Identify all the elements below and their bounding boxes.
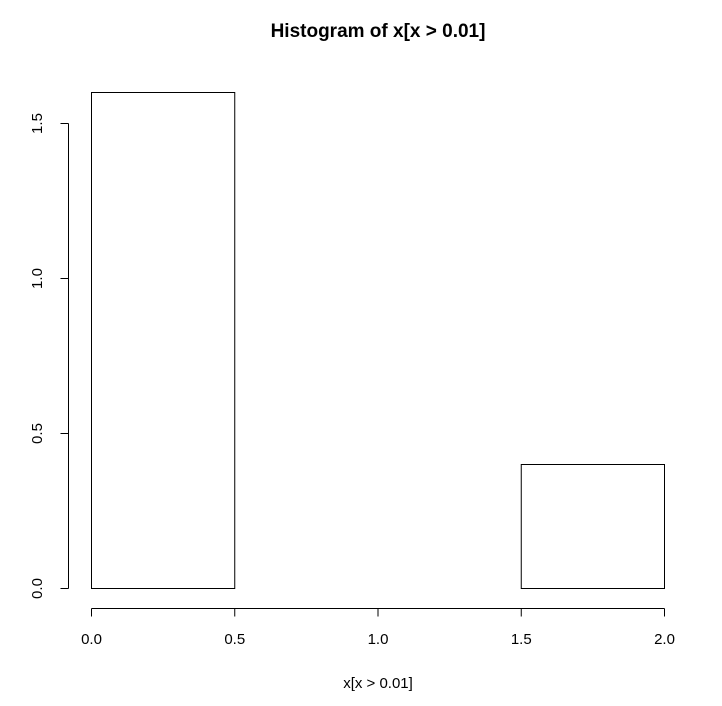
- x-tick-label-4: 2.0: [654, 631, 675, 648]
- histogram-bar-0: [91, 92, 236, 589]
- x-ticks: 0.0 0.5 1.0 1.5 2.0: [81, 608, 675, 648]
- y-ticks: 0.0 0.5 1.0 1.5: [29, 113, 69, 599]
- y-tick-label-3: 1.5: [29, 113, 46, 134]
- x-tick-label-3: 1.5: [511, 631, 532, 648]
- y-tick-label-1: 0.5: [29, 423, 46, 444]
- x-axis-label: x[x > 0.01]: [343, 675, 413, 692]
- y-axis: 0.0 0.5 1.0 1.5: [29, 113, 69, 599]
- x-tick-label-0: 0.0: [81, 631, 102, 648]
- x-axis: 0.0 0.5 1.0 1.5 2.0: [81, 608, 675, 648]
- histogram-bar-3: [520, 464, 665, 589]
- y-tick-label-2: 1.0: [29, 268, 46, 289]
- x-tick-label-2: 1.0: [368, 631, 389, 648]
- y-tick-label-0: 0.0: [29, 578, 46, 599]
- chart-title: Histogram of x[x > 0.01]: [271, 21, 486, 42]
- bars-group: [91, 92, 665, 589]
- x-tick-label-1: 0.5: [224, 631, 245, 648]
